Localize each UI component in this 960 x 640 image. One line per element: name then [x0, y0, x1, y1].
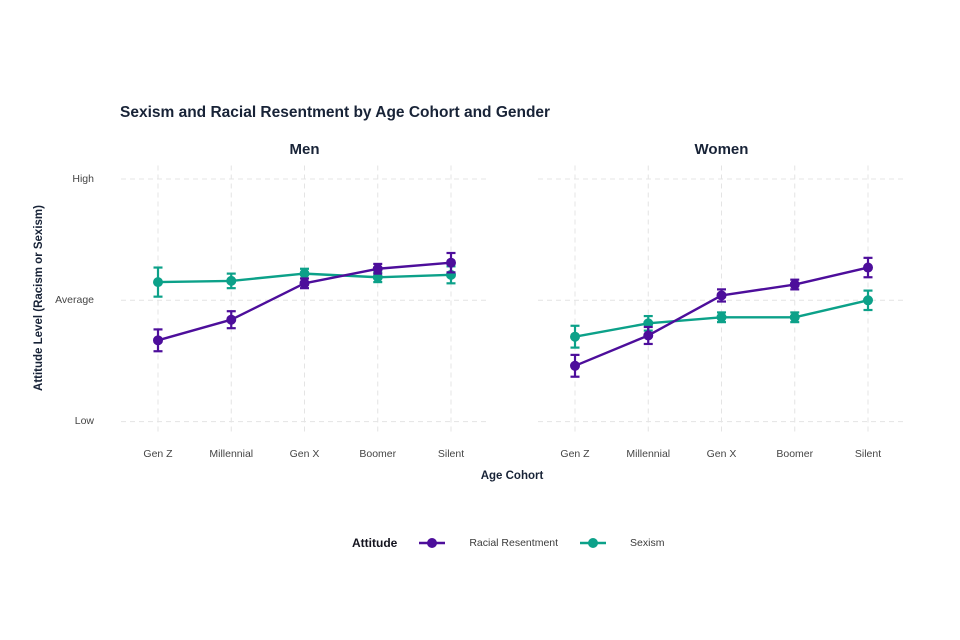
data-point: [570, 360, 580, 371]
legend-item-label: Sexism: [630, 537, 665, 549]
data-point: [299, 268, 310, 279]
data-point: [716, 312, 727, 323]
y-tick-label: Low: [74, 415, 94, 428]
data-point: [789, 279, 800, 290]
legend-title: Attitude: [352, 536, 398, 550]
facet-label: Men: [289, 141, 320, 158]
gridlines: [121, 165, 488, 436]
legend-items: Racial Resentment Sexism: [419, 536, 664, 550]
data-point: [153, 277, 163, 288]
facet-label: Women: [694, 141, 749, 158]
data-point: [863, 295, 873, 306]
data-point: [299, 278, 310, 289]
legend-key-icon: [419, 538, 446, 548]
x-tick-label: Gen Z: [143, 448, 173, 460]
x-tick-label: Boomer: [776, 448, 814, 460]
data-point: [226, 314, 237, 325]
legend-item: Racial Resentment: [419, 536, 558, 550]
x-axis-title: Age Cohort: [480, 470, 544, 482]
chart-title: Sexism and Racial Resentment by Age Coho…: [120, 104, 551, 121]
series-points-racial-resentment: [153, 251, 456, 353]
x-tick-label: Gen Z: [560, 448, 590, 460]
data-point: [716, 290, 727, 301]
series-points-racial-resentment: [570, 256, 873, 378]
y-tick-label: Average: [55, 293, 94, 306]
x-tick-label: Millennial: [209, 448, 254, 460]
data-point: [863, 262, 873, 273]
x-tick-label: Gen X: [706, 448, 737, 460]
data-point: [372, 263, 383, 274]
data-point: [153, 335, 163, 346]
data-point: [570, 331, 580, 342]
data-point: [789, 312, 800, 323]
y-tick-label: High: [72, 172, 94, 185]
data-point: [446, 257, 456, 268]
x-tick-label: Millennial: [626, 448, 671, 460]
x-tick-label: Silent: [854, 448, 882, 460]
legend-item: Sexism: [580, 536, 664, 550]
legend: Attitude Racial Resentment Sexism: [352, 536, 664, 550]
legend-item-label: Racial Resentment: [469, 537, 559, 549]
x-tick-label: Silent: [437, 448, 465, 460]
legend-key-icon: [580, 538, 607, 548]
data-point: [643, 330, 654, 341]
series-points-sexism: [570, 289, 873, 349]
data-point: [226, 275, 237, 286]
x-tick-label: Gen X: [289, 448, 320, 460]
x-tick-label: Boomer: [359, 448, 397, 460]
